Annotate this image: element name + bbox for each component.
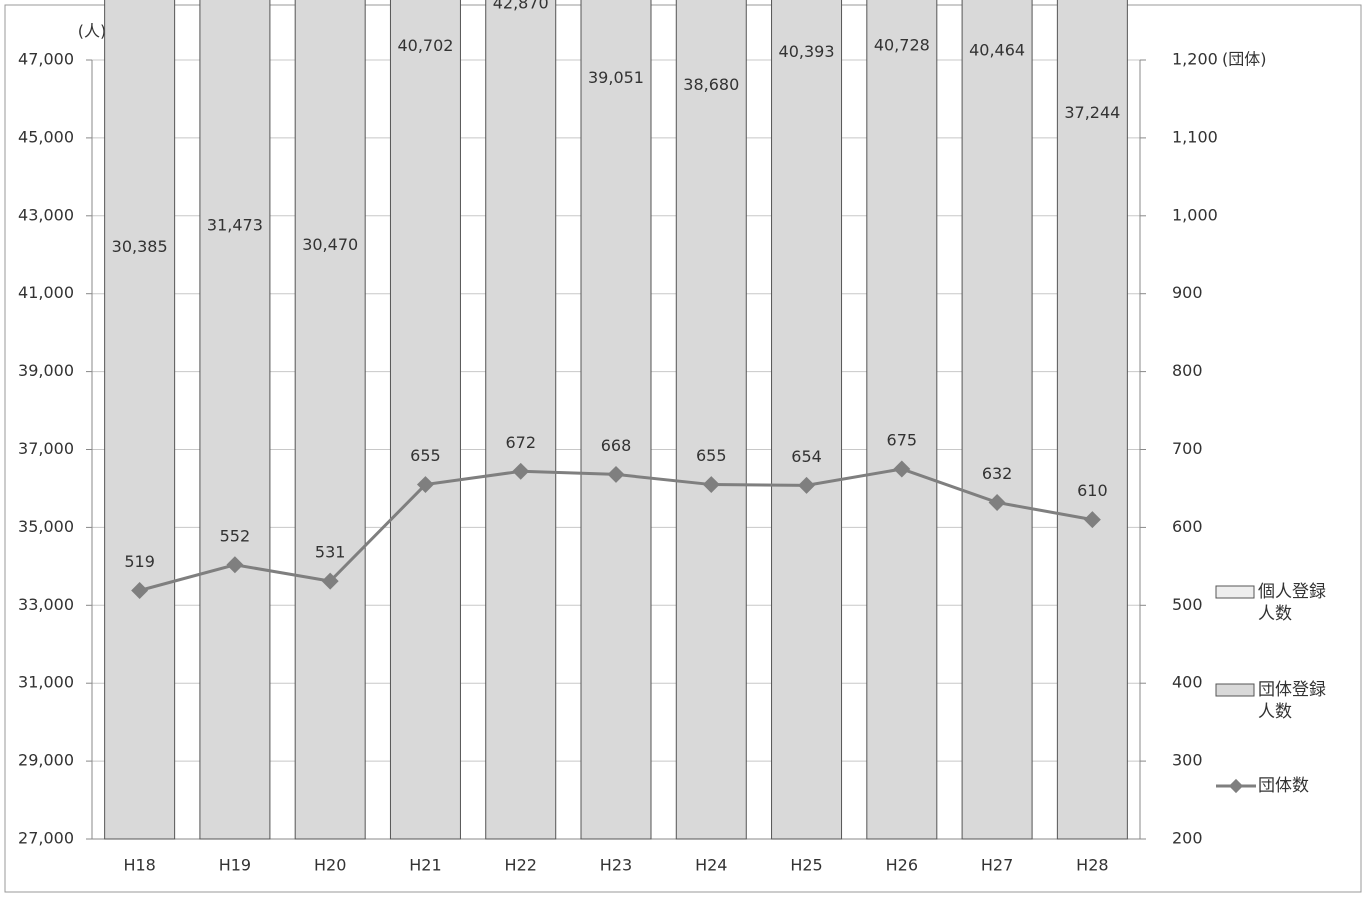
x-tick-label: H23 (600, 856, 632, 875)
line-marker (226, 556, 244, 574)
legend-label: 団体登録人数 (1258, 680, 1326, 722)
line-label: 552 (220, 526, 251, 545)
bar-segment (771, 0, 843, 840)
line-marker (702, 476, 720, 494)
bar-segment (1056, 0, 1128, 840)
y2-tick-label: 800 (1172, 361, 1203, 380)
line-marker (512, 462, 530, 480)
legend-label: 団体数 (1258, 776, 1309, 796)
legend-swatch (1215, 683, 1255, 697)
y2-tick-label: 500 (1172, 595, 1203, 614)
y-tick-label: 29,000 (18, 751, 74, 770)
data-label: 40,702 (397, 36, 453, 55)
x-tick-label: H18 (123, 856, 155, 875)
line-marker (321, 572, 339, 590)
x-tick-label: H19 (219, 856, 251, 875)
line-marker (607, 465, 625, 483)
line-label: 654 (791, 447, 822, 466)
line-label: 655 (696, 446, 727, 465)
y2-tick-label: 300 (1172, 751, 1203, 770)
line-label: 519 (124, 552, 155, 571)
x-tick-label: H27 (981, 856, 1013, 875)
line-label: 672 (505, 433, 536, 452)
y2-tick-label: 1,100 (1172, 127, 1218, 146)
y-tick-label: 41,000 (18, 283, 74, 302)
line-marker (1083, 511, 1101, 529)
line-marker (131, 582, 149, 599)
y2-tick-label: 600 (1172, 517, 1203, 536)
x-tick-label: H28 (1076, 856, 1108, 875)
data-label: 37,244 (1064, 103, 1120, 122)
data-label: 38,680 (683, 75, 739, 94)
data-label: 42,870 (493, 0, 549, 13)
bar-segment (485, 0, 557, 840)
bar-segment (961, 0, 1033, 840)
y-tick-label: 27,000 (18, 829, 74, 848)
line-label: 668 (601, 436, 632, 455)
x-tick-label: H21 (409, 856, 441, 875)
bar-segment (389, 0, 461, 840)
bar-segment (675, 0, 747, 840)
y-tick-label: 45,000 (18, 127, 74, 146)
bar-segment (104, 0, 176, 840)
y-tick-label: 37,000 (18, 439, 74, 458)
bar-segment (580, 0, 652, 840)
line-marker (988, 493, 1006, 511)
y2-tick-label: 400 (1172, 673, 1203, 692)
y-tick-label: 47,000 (18, 50, 74, 69)
y2-tick-label: 200 (1172, 829, 1203, 848)
y-tick-label: 39,000 (18, 361, 74, 380)
bar-segment (866, 0, 938, 840)
bar-segment (199, 0, 271, 840)
data-label: 31,473 (207, 216, 263, 235)
y-tick-label: 43,000 (18, 205, 74, 224)
line-marker (798, 476, 816, 494)
y-tick-label: 35,000 (18, 517, 74, 536)
x-tick-label: H24 (695, 856, 727, 875)
y2-tick-label: 1,200 (1172, 50, 1218, 69)
y2-axis-label: (団体) (1222, 50, 1267, 69)
bar-segment (294, 0, 366, 840)
y-tick-label: 31,000 (18, 673, 74, 692)
line-label: 675 (887, 430, 918, 449)
y-axis-label: (人) (78, 22, 107, 41)
x-tick-label: H22 (505, 856, 537, 875)
y2-tick-label: 700 (1172, 439, 1203, 458)
data-label: 39,051 (588, 68, 644, 87)
legend-swatch (1215, 585, 1255, 599)
x-tick-label: H20 (314, 856, 346, 875)
line-label: 655 (410, 446, 441, 465)
line-label: 531 (315, 543, 346, 562)
y-tick-label: 33,000 (18, 595, 74, 614)
data-label: 40,464 (969, 40, 1025, 59)
data-label: 30,470 (302, 235, 358, 254)
data-label: 40,393 (779, 42, 835, 61)
y2-tick-label: 1,000 (1172, 205, 1218, 224)
legend-marker (1228, 778, 1244, 794)
line-marker (893, 460, 911, 478)
line-label: 610 (1077, 481, 1108, 500)
data-label: 30,385 (112, 237, 168, 256)
line-label: 632 (982, 464, 1013, 483)
line-marker (416, 476, 434, 494)
data-label: 40,728 (874, 35, 930, 54)
x-tick-label: H26 (886, 856, 918, 875)
legend-label: 個人登録人数 (1258, 582, 1326, 624)
y2-tick-label: 900 (1172, 283, 1203, 302)
x-tick-label: H25 (790, 856, 822, 875)
